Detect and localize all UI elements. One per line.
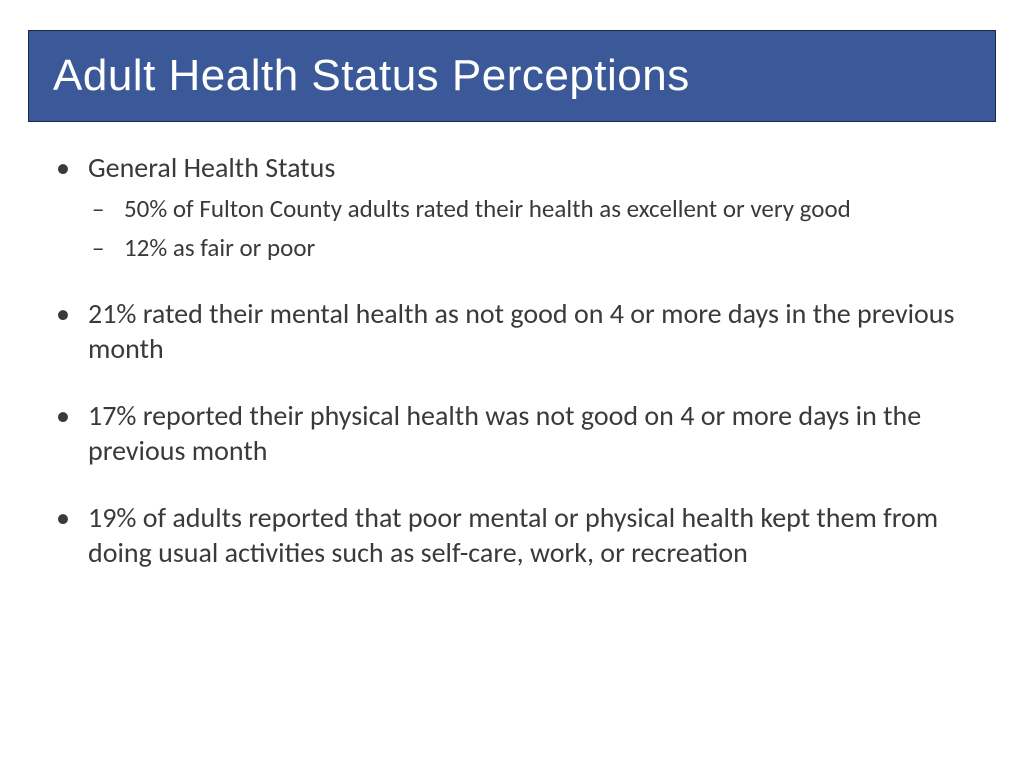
sub-bullet-item: 50% of Fulton County adults rated their … (88, 193, 976, 226)
slide-title: Adult Health Status Perceptions (53, 51, 971, 101)
bullet-item: 17% reported their physical health was n… (48, 398, 976, 468)
main-bullet-list: General Health Status 50% of Fulton Coun… (48, 150, 976, 570)
bullet-item: 19% of adults reported that poor mental … (48, 500, 976, 570)
slide-container: Adult Health Status Perceptions General … (0, 0, 1024, 768)
bullet-text: 17% reported their physical health was n… (88, 398, 921, 468)
title-bar: Adult Health Status Perceptions (28, 30, 996, 122)
bullet-text: General Health Status (88, 150, 335, 185)
sub-bullet-list: 50% of Fulton County adults rated their … (88, 193, 976, 264)
bullet-item: General Health Status 50% of Fulton Coun… (48, 150, 976, 264)
bullet-item: 21% rated their mental health as not goo… (48, 296, 976, 366)
sub-bullet-item: 12% as fair or poor (88, 232, 976, 265)
slide-content: General Health Status 50% of Fulton Coun… (28, 150, 996, 570)
bullet-text: 19% of adults reported that poor mental … (88, 500, 938, 570)
bullet-text: 21% rated their mental health as not goo… (88, 296, 954, 366)
